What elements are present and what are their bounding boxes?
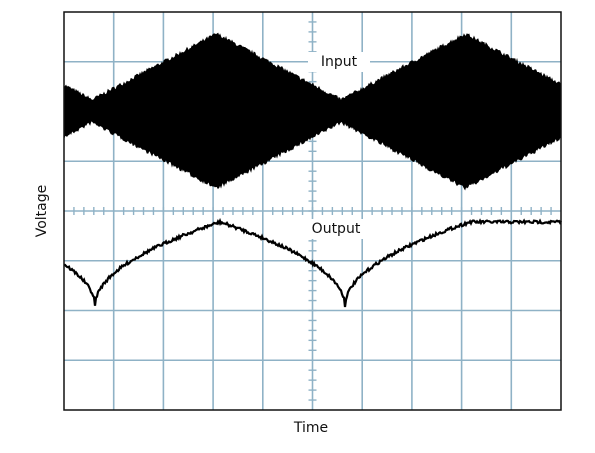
plot-frame [63,11,562,411]
x-axis-label: Time [293,420,328,436]
input-label: Input [321,54,358,70]
label-background [308,52,370,72]
output-label: Output [312,221,361,237]
y-axis-label: Voltage [34,185,50,238]
output-trace [63,217,562,308]
label-background [304,219,368,239]
